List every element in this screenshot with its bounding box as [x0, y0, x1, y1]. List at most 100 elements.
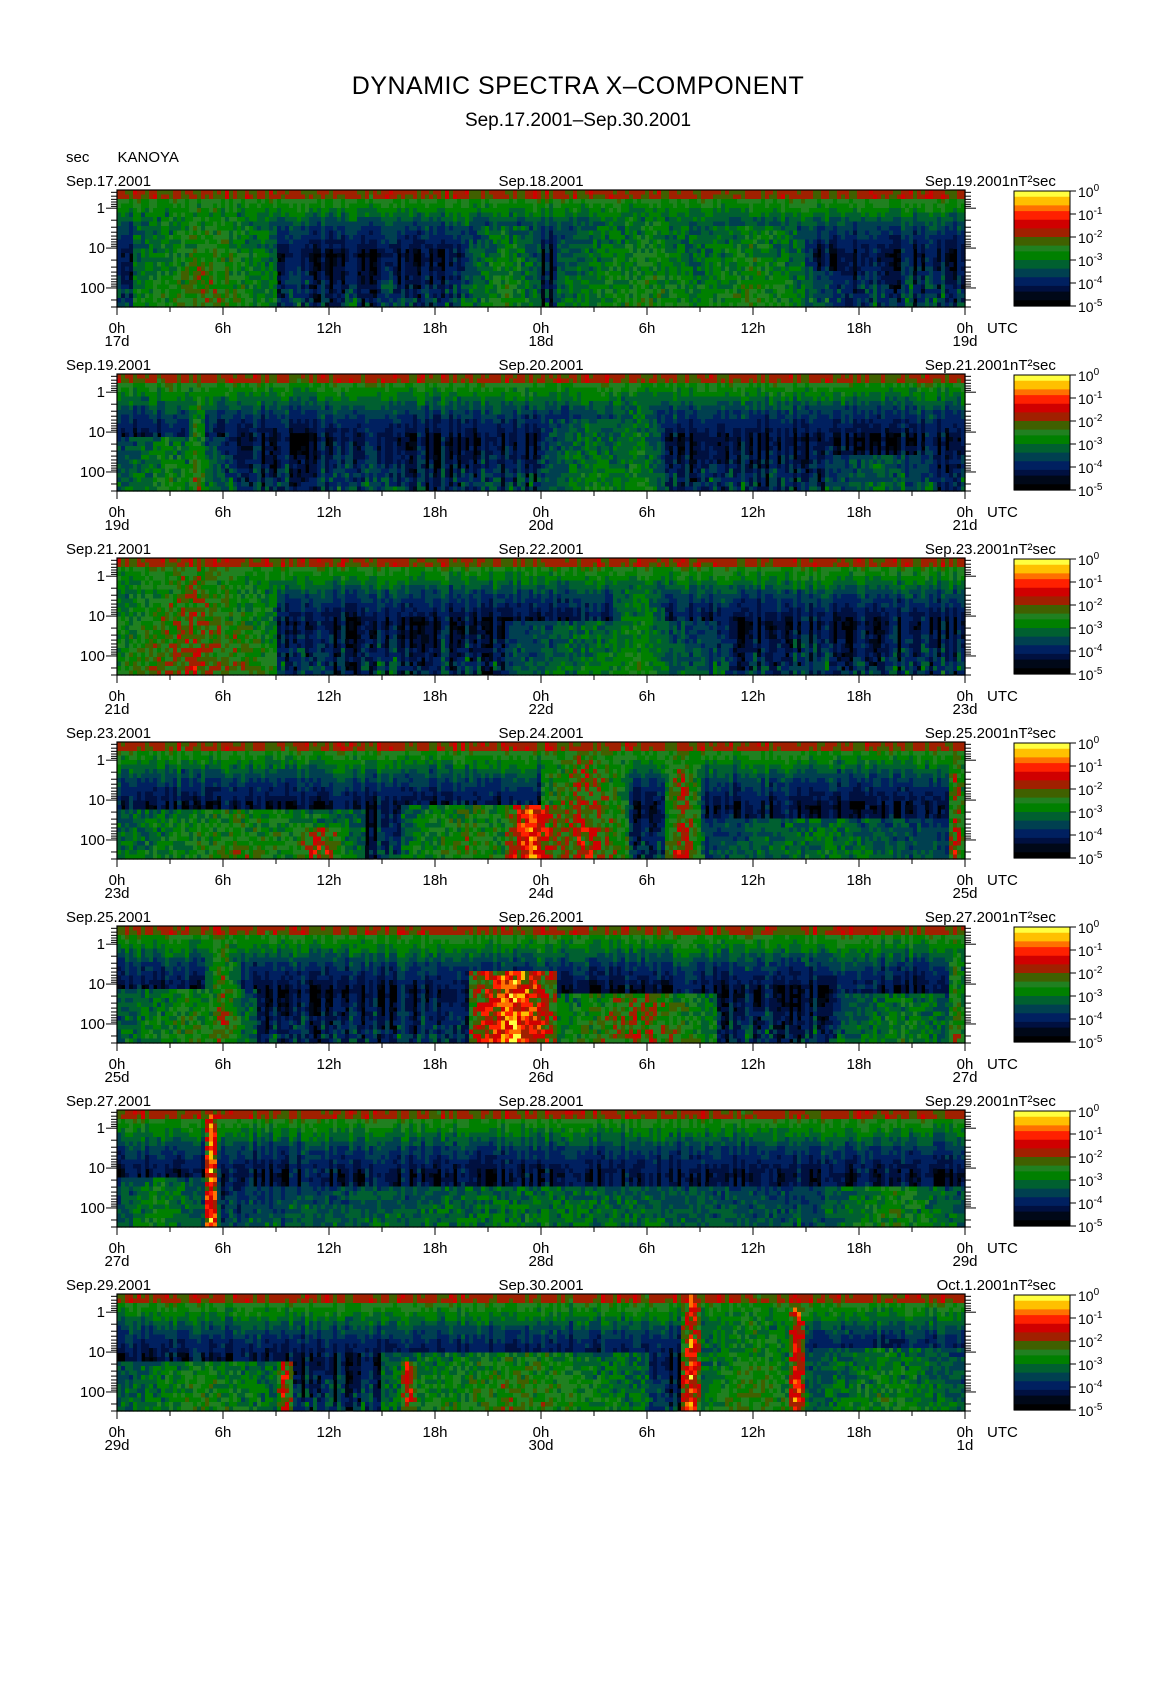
colorbar-tick-label: 10-1	[1078, 574, 1103, 591]
y-tick-label: 10	[88, 976, 105, 993]
spectra-panel-3: Sep.21.2001 Sep.22.2001 Sep.23.20011101000…	[66, 541, 1103, 718]
colorbar-tick-label: 10-3	[1078, 988, 1103, 1005]
x-tick-label: 18h	[422, 1056, 447, 1073]
panel-date-right: Sep.21.2001	[925, 357, 1010, 374]
x-tick-label: 6h	[215, 872, 232, 889]
day-label: 21d	[952, 517, 977, 534]
heatmap-cells	[117, 1294, 966, 1412]
y-tick-label: 1	[97, 1304, 105, 1321]
colorbar-unit: nT²sec	[1010, 909, 1056, 926]
day-label: 1d	[957, 1437, 974, 1454]
day-label: 17d	[104, 333, 129, 350]
day-label: 27d	[952, 1069, 977, 1086]
x-tick-label: 6h	[639, 872, 656, 889]
day-label: 26d	[528, 1069, 553, 1086]
x-tick-label: 12h	[740, 688, 765, 705]
panel-date-left: Sep.25.2001	[66, 909, 151, 926]
colorbar-tick-label: 10-5	[1078, 298, 1103, 315]
x-tick-label: 12h	[316, 1056, 341, 1073]
panel-date-left: Sep.17.2001	[66, 173, 151, 190]
colorbar-tick-label: 100	[1078, 1103, 1100, 1120]
x-tick-label: 18h	[846, 688, 871, 705]
colorbar-tick-label: 10-2	[1078, 1149, 1103, 1166]
y-tick-label: 1	[97, 936, 105, 953]
colorbar-tick-label: 10-5	[1078, 1402, 1103, 1419]
day-label: 18d	[528, 333, 553, 350]
y-tick-label: 10	[88, 424, 105, 441]
panel-date-mid: Sep.30.2001	[498, 1277, 583, 1294]
heatmap-cells	[117, 1110, 966, 1228]
day-label: 19d	[104, 517, 129, 534]
colorbar-tick-label: 10-5	[1078, 666, 1103, 683]
spectra-panel-4: Sep.23.2001 Sep.24.2001 Sep.25.20011101000…	[66, 725, 1103, 902]
colorbar-tick-label: 100	[1078, 735, 1100, 752]
x-tick-label: 12h	[316, 1240, 341, 1257]
y-tick-label: 1	[97, 752, 105, 769]
x-axis-unit-label: UTC	[987, 1056, 1018, 1073]
day-label: 27d	[104, 1253, 129, 1270]
colorbar-tick-label: 100	[1078, 919, 1100, 936]
day-label: 25d	[952, 885, 977, 902]
y-tick-label: 1	[97, 1120, 105, 1137]
x-axis-unit-label: UTC	[987, 1240, 1018, 1257]
heatmap-cells	[117, 742, 966, 860]
heatmap-cells	[117, 190, 966, 308]
x-tick-label: 6h	[639, 1424, 656, 1441]
day-label: 23d	[104, 885, 129, 902]
panel-date-right: Sep.23.2001	[925, 541, 1010, 558]
day-label: 24d	[528, 885, 553, 902]
colorbar-tick-label: 10-2	[1078, 781, 1103, 798]
x-tick-label: 6h	[215, 504, 232, 521]
colorbar-tick-label: 10-4	[1078, 643, 1103, 660]
x-tick-label: 12h	[740, 1056, 765, 1073]
colorbar-tick-label: 10-3	[1078, 1172, 1103, 1189]
heatmap-cells	[117, 558, 966, 676]
x-tick-label: 12h	[740, 872, 765, 889]
y-tick-label: 100	[80, 1200, 105, 1217]
x-tick-label: 12h	[316, 872, 341, 889]
y-tick-label: 100	[80, 1016, 105, 1033]
x-axis-unit-label: UTC	[987, 872, 1018, 889]
panel-date-right: Sep.27.2001	[925, 909, 1010, 926]
panel-date-right: Sep.29.2001	[925, 1093, 1010, 1110]
x-tick-label: 6h	[215, 1056, 232, 1073]
x-axis-unit-label: UTC	[987, 688, 1018, 705]
colorbar-tick-label: 10-3	[1078, 1356, 1103, 1373]
day-label: 28d	[528, 1253, 553, 1270]
day-label: 29d	[104, 1437, 129, 1454]
day-label: 21d	[104, 701, 129, 718]
colorbar-tick-label: 10-3	[1078, 620, 1103, 637]
colorbar-tick-label: 10-3	[1078, 804, 1103, 821]
x-tick-label: 12h	[740, 320, 765, 337]
x-tick-label: 6h	[215, 1240, 232, 1257]
y-tick-label: 100	[80, 464, 105, 481]
colorbar-tick-label: 10-3	[1078, 436, 1103, 453]
x-tick-label: 6h	[639, 688, 656, 705]
x-axis-unit-label: UTC	[987, 1424, 1018, 1441]
day-label: 22d	[528, 701, 553, 718]
colorbar-tick-label: 10-1	[1078, 390, 1103, 407]
panel-date-mid: Sep.20.2001	[498, 357, 583, 374]
spectra-panel-1: Sep.17.2001 Sep.18.2001 Sep.19.20011101000…	[66, 173, 1103, 350]
x-tick-label: 6h	[639, 1240, 656, 1257]
y-tick-label: 1	[97, 384, 105, 401]
colorbar-tick-label: 10-5	[1078, 482, 1103, 499]
colorbar-tick-label: 100	[1078, 1287, 1100, 1304]
x-tick-label: 12h	[740, 504, 765, 521]
colorbar-tick-label: 10-4	[1078, 827, 1103, 844]
colorbar-tick-label: 10-4	[1078, 1195, 1103, 1212]
colorbar-tick-label: 10-4	[1078, 459, 1103, 476]
colorbar-tick-label: 10-1	[1078, 942, 1103, 959]
y-tick-label: 10	[88, 608, 105, 625]
panel-date-right: Sep.25.2001	[925, 725, 1010, 742]
x-axis-unit-label: UTC	[987, 320, 1018, 337]
x-tick-label: 12h	[316, 504, 341, 521]
colorbar-tick-label: 10-2	[1078, 597, 1103, 614]
